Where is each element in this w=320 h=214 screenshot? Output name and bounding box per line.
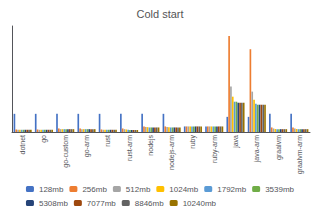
svg-text:go-arm: go-arm [83, 135, 91, 157]
svg-text:512mb: 512mb [126, 185, 151, 194]
svg-text:graalvm: graalvm [275, 135, 283, 160]
svg-text:10240mb: 10240mb [183, 199, 217, 208]
svg-text:8846mb: 8846mb [135, 199, 164, 208]
svg-text:128mb: 128mb [39, 185, 64, 194]
svg-text:java-arm: java-arm [253, 135, 261, 163]
svg-text:go: go [40, 135, 48, 143]
svg-text:graalvm-arm: graalvm-arm [296, 135, 304, 174]
svg-text:ruby: ruby [189, 135, 197, 149]
svg-text:go-custom: go-custom [62, 135, 70, 168]
svg-text:ruby-arm: ruby-arm [211, 135, 219, 163]
svg-text:dotnet: dotnet [19, 135, 26, 155]
svg-text:256mb: 256mb [82, 185, 107, 194]
svg-text:3539mb: 3539mb [265, 185, 294, 194]
svg-text:rust-arm: rust-arm [126, 135, 133, 161]
svg-text:1024mb: 1024mb [169, 185, 198, 194]
svg-text:7077mb: 7077mb [87, 199, 116, 208]
svg-text:java: java [232, 135, 240, 149]
svg-text:1792mb: 1792mb [217, 185, 246, 194]
svg-text:Cold start: Cold start [136, 8, 183, 20]
svg-text:nodejs-arm: nodejs-arm [168, 135, 176, 170]
svg-text:rust: rust [104, 135, 111, 147]
svg-text:nodejs: nodejs [147, 135, 155, 156]
svg-text:5308mb: 5308mb [39, 199, 68, 208]
